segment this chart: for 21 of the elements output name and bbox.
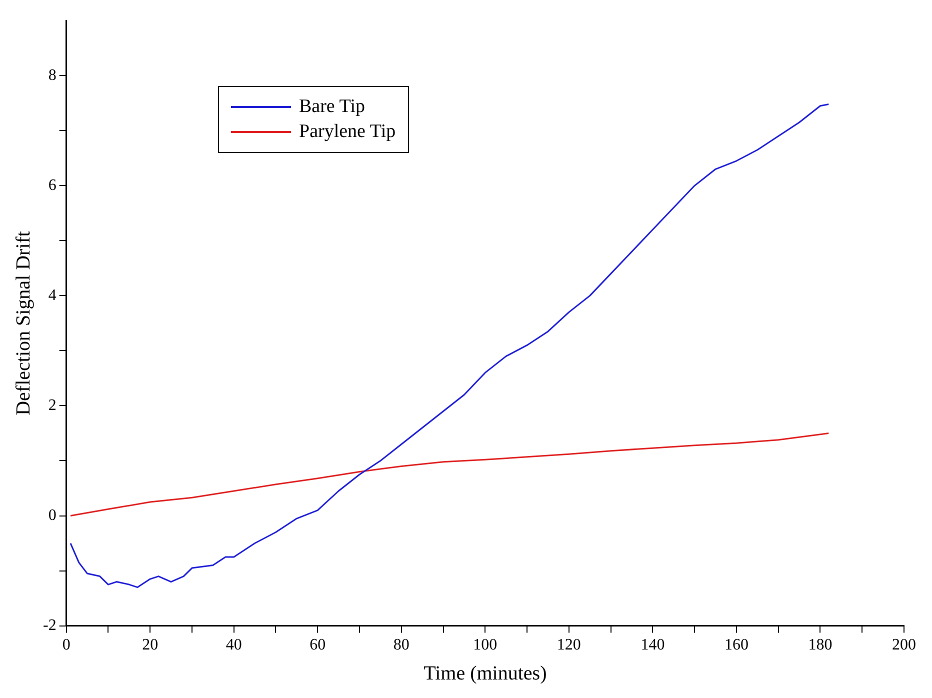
x-tick-label: 100 — [473, 636, 498, 654]
y-axis-title: Deflection Signal Drift — [12, 230, 34, 416]
x-tick-label: 60 — [310, 636, 326, 654]
x-tick-label: 80 — [393, 636, 410, 654]
x-tick-label: 200 — [892, 636, 916, 654]
legend-label: Bare Tip — [299, 96, 365, 118]
x-tick-label: 160 — [724, 636, 748, 654]
x-tick-label: 40 — [226, 636, 242, 654]
x-axis-title: Time (minutes) — [424, 662, 547, 684]
y-tick-label: 0 — [48, 506, 56, 524]
x-tick-label: 20 — [142, 636, 158, 654]
y-tick-label: 4 — [48, 286, 56, 304]
y-tick-label: 2 — [48, 396, 56, 414]
legend-label: Parylene Tip — [299, 121, 396, 143]
y-tick-label: 8 — [48, 66, 56, 84]
x-tick-label: 0 — [62, 636, 70, 654]
y-tick-label: 6 — [48, 176, 56, 194]
x-tick-label: 180 — [808, 636, 832, 654]
x-tick-label: 120 — [556, 636, 581, 654]
y-tick-label: -2 — [43, 617, 56, 634]
x-tick-label: 140 — [640, 636, 665, 654]
